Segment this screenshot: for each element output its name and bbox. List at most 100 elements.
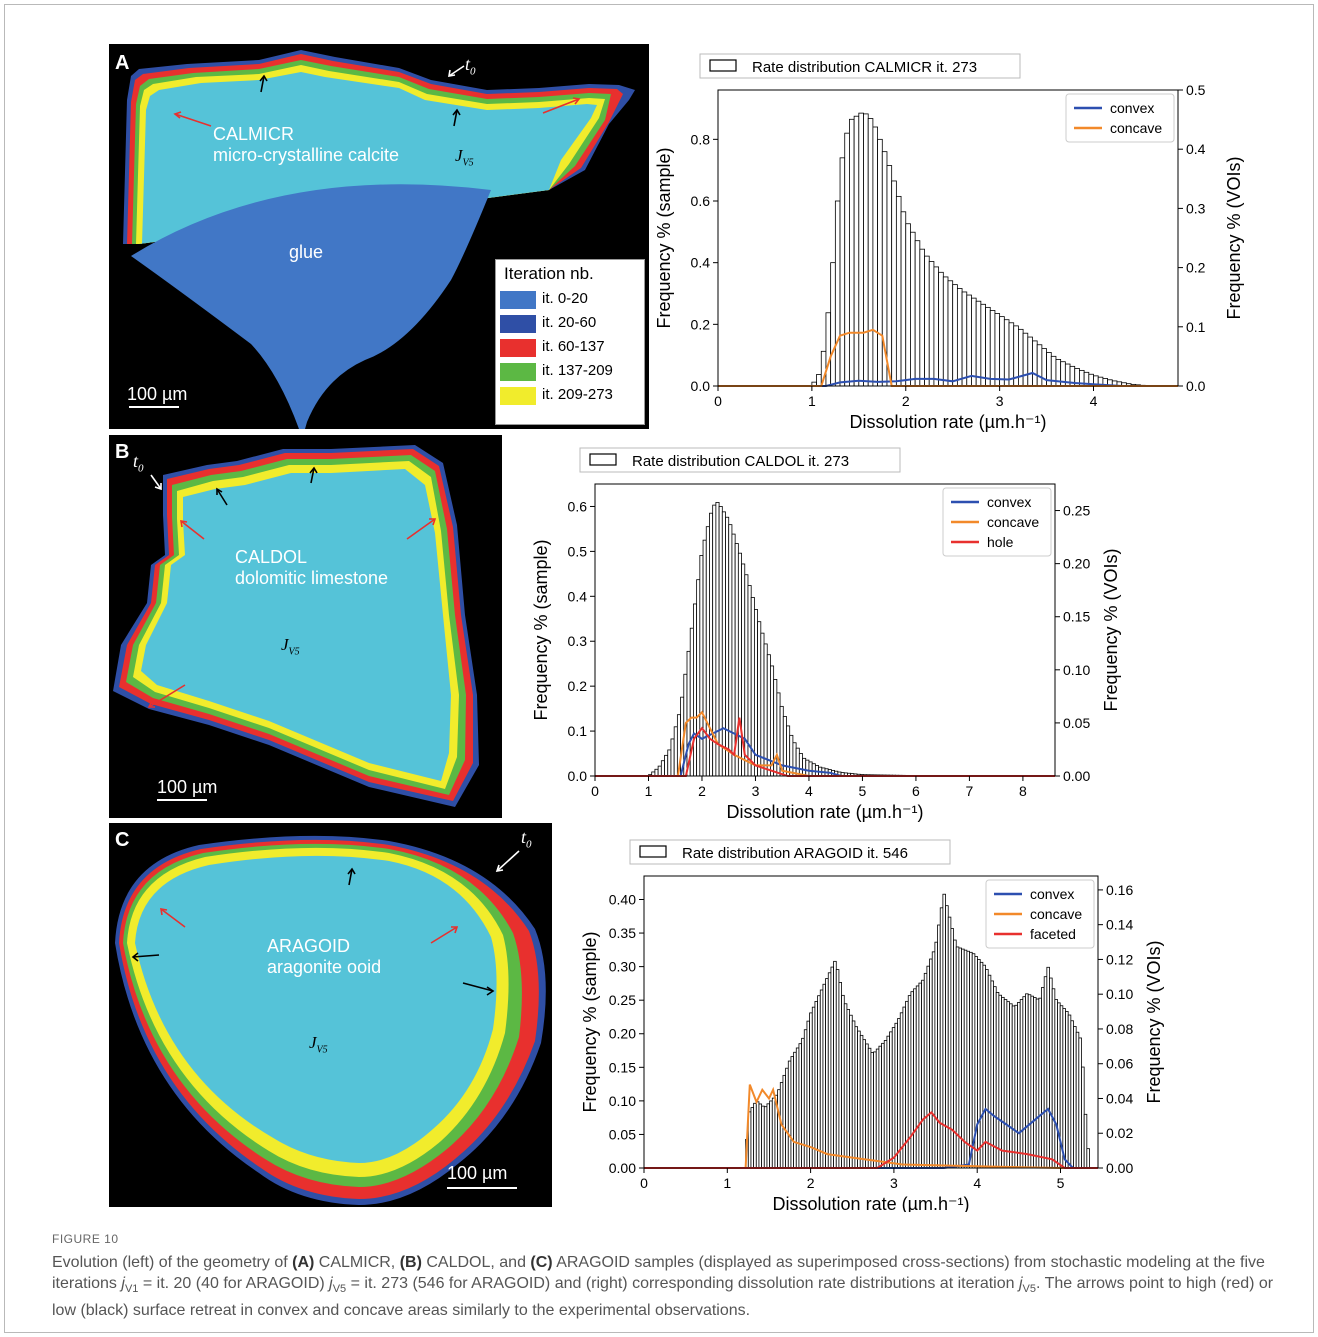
histogram-bar (980, 303, 986, 387)
series-line-faceted (644, 1110, 1098, 1169)
x-tick-label: 2 (698, 783, 706, 799)
panel-a-drawing (123, 50, 635, 429)
histogram-bar (863, 113, 869, 387)
y-axis-label: Frequency % (sample) (531, 539, 551, 720)
x-tick-label: 0 (591, 783, 599, 799)
y2-tick-label: 0.10 (1106, 986, 1133, 1002)
x-tick-label: 2 (807, 1175, 815, 1191)
y-tick-label: 0.4 (568, 588, 588, 604)
y2-tick-label: 0.15 (1063, 609, 1090, 625)
y-tick-label: 0.30 (609, 959, 636, 975)
y2-tick-label: 0.04 (1106, 1090, 1133, 1106)
histogram-bar (924, 255, 930, 387)
histogram-bar (956, 288, 963, 387)
x-axis-label: Dissolution rate (µm.h⁻¹) (773, 1194, 970, 1212)
histogram-bar (760, 632, 765, 777)
histogram-bar (886, 165, 893, 387)
histogram-bar (789, 734, 794, 777)
y-tick-label: 0.6 (691, 193, 711, 209)
histogram-bar (811, 763, 816, 777)
histogram-bar (816, 374, 822, 387)
histogram-bar (757, 621, 762, 777)
chart-title: Rate distribution ARAGOID it. 546 (682, 845, 908, 862)
x-tick-label: 4 (1090, 393, 1098, 409)
histogram-bar (660, 760, 665, 777)
chart-legend: convex concave faceted (985, 879, 1095, 949)
chart-legend-frame (985, 879, 1095, 949)
histogram-bar (696, 579, 701, 777)
x-tick-label: 7 (966, 783, 974, 799)
scalebar-label-a: 100 µm (127, 384, 188, 404)
histogram-bar (770, 665, 775, 777)
chart-title-swatch (639, 845, 667, 858)
histogram-bar (961, 291, 968, 387)
x-axis-label: Dissolution rate (µm.h⁻¹) (727, 802, 924, 822)
x-tick-label: 1 (808, 393, 816, 409)
histogram-bar (667, 749, 672, 777)
histogram-bar (702, 539, 707, 777)
histogram-bar (839, 157, 846, 387)
histogram-bar (877, 138, 883, 387)
chart-title-swatch (589, 453, 617, 466)
y-tick-label: 0.4 (691, 255, 711, 271)
chart-title: Rate distribution CALMICR it. 273 (752, 59, 977, 76)
figure-frame (4, 4, 1314, 1333)
histogram-bar (910, 231, 916, 387)
histogram-bar (737, 552, 742, 777)
y2-tick-label: 0.4 (1186, 141, 1206, 157)
y2-tick-label: 0.3 (1186, 200, 1206, 216)
y-tick-label: 0.25 (609, 992, 636, 1008)
histogram-bar (763, 643, 768, 777)
y-tick-label: 0.2 (691, 316, 711, 332)
histogram-bar (664, 754, 669, 777)
histogram-bar (858, 112, 864, 387)
histogram-bars (811, 112, 1151, 387)
grain-c-core (135, 855, 497, 1163)
x-tick-label: 0 (714, 393, 722, 409)
histogram-bar (709, 512, 714, 777)
histogram-bar (795, 747, 800, 777)
scalebar-label-b: 100 µm (157, 777, 218, 797)
histogram-bar (786, 725, 791, 777)
x-axis-label: Dissolution rate (µm.h⁻¹) (850, 412, 1047, 432)
figure-caption: Evolution (left) of the geometry of (A) … (52, 1254, 1274, 1320)
histogram-bar (966, 294, 972, 387)
y-tick-label: 0.0 (691, 378, 711, 394)
histogram-bar (1022, 332, 1029, 387)
y2-tick-label: 0.05 (1063, 715, 1090, 731)
y2-tick-label: 0.25 (1063, 503, 1090, 519)
histogram-bar (792, 742, 797, 777)
y-tick-label: 0.5 (568, 543, 588, 559)
histogram-bar (872, 126, 878, 387)
t0-label-b: t0 (133, 451, 144, 475)
histogram-bar (1027, 336, 1033, 387)
histogram-bar (657, 765, 662, 777)
y2-axis-label: Frequency % (VOIs) (1101, 548, 1121, 711)
histogram-bar (947, 280, 954, 387)
iteration-legend: Iteration nb. it. 0-20 it. 20-60 it. 60-… (495, 259, 645, 425)
panel-a-letter: A (115, 52, 130, 74)
series-line-convex (595, 727, 1055, 777)
legend-label-concave: concave (987, 514, 1039, 530)
histogram-bar (942, 276, 949, 387)
histogram-bar (825, 312, 832, 387)
series-line-hole (595, 717, 1055, 777)
histogram-bar (891, 180, 897, 387)
sample-desc-c: aragonite ooid (267, 957, 382, 977)
histogram-bar (673, 726, 678, 777)
grain-b-core (141, 469, 451, 781)
legend-item: it. 209-273 (500, 385, 640, 407)
chart-legend-frame (1065, 93, 1175, 143)
plot-frame (717, 89, 1179, 387)
x-tick-label: 8 (1019, 783, 1027, 799)
plot-frame (643, 875, 1099, 1169)
sample-name-b: CALDOL (235, 547, 308, 567)
panel-a-image: A t0 CALMICR micro-crystalline calcite J… (109, 44, 649, 429)
arrows-c (131, 850, 520, 996)
sample-desc-a: micro-crystalline calcite (213, 145, 400, 165)
chart-title-swatch (709, 59, 737, 72)
sample-name-c: ARAGOID (267, 936, 351, 956)
x-tick-label: 6 (912, 783, 920, 799)
series-line-concave (644, 1084, 1098, 1169)
histogram-bar (670, 738, 675, 777)
